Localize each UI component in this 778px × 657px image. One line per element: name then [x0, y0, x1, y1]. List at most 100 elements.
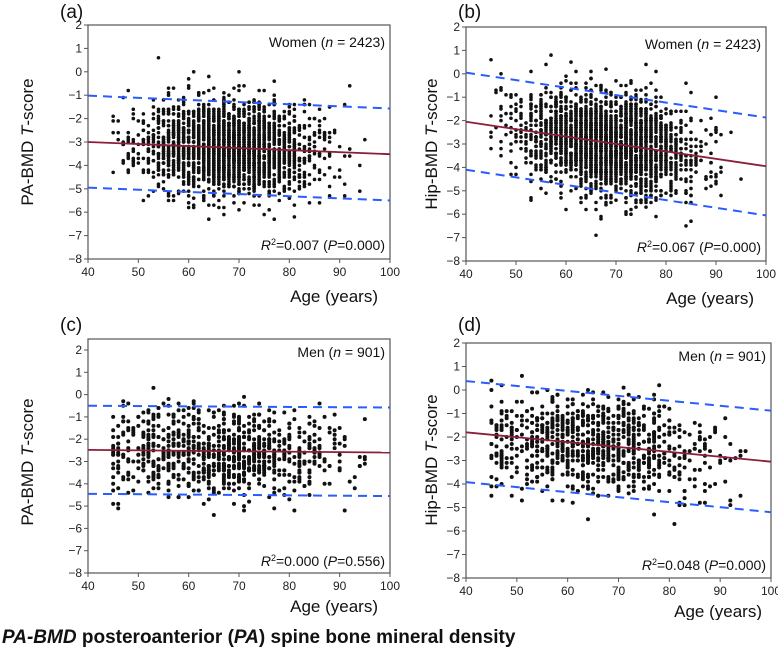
data-point — [609, 200, 613, 205]
data-point — [694, 137, 698, 142]
data-point — [191, 70, 196, 74]
data-point — [659, 151, 663, 156]
data-point — [539, 121, 543, 125]
data-point — [237, 175, 241, 179]
data-point — [277, 191, 282, 196]
data-point — [201, 91, 206, 95]
data-point — [559, 114, 563, 118]
data-point — [564, 95, 568, 99]
data-point — [599, 217, 603, 221]
data-point — [217, 107, 221, 112]
data-point — [624, 181, 628, 186]
data-point — [584, 130, 588, 135]
data-point — [654, 196, 658, 200]
data-point — [689, 149, 693, 153]
data-point — [207, 123, 211, 128]
data-point — [292, 189, 297, 193]
data-point — [509, 142, 513, 146]
data-point — [539, 142, 543, 146]
data-point — [337, 175, 342, 179]
data-point — [151, 133, 156, 137]
y-tick-label: 0 — [453, 67, 460, 81]
data-point — [136, 151, 141, 156]
data-point — [126, 170, 131, 175]
data-point — [614, 160, 618, 165]
data-point — [242, 156, 246, 161]
data-point — [639, 137, 643, 142]
data-point — [649, 114, 653, 118]
data-point — [272, 79, 277, 83]
data-point — [684, 142, 688, 146]
data-point — [292, 151, 297, 156]
data-point — [594, 163, 598, 167]
data-point — [156, 182, 161, 186]
data-point — [136, 133, 141, 137]
data-point — [277, 163, 282, 168]
data-point — [302, 126, 307, 130]
x-tick-label: 60 — [559, 267, 573, 281]
data-point — [166, 161, 171, 165]
data-point — [679, 177, 683, 181]
data-point — [569, 189, 573, 193]
data-point — [499, 88, 503, 92]
data-point — [514, 132, 518, 137]
paren-open: ( — [317, 34, 326, 50]
data-point — [709, 132, 713, 137]
data-point — [604, 67, 608, 71]
y-tick-label: −1 — [68, 88, 82, 102]
data-point — [559, 156, 563, 160]
data-point — [619, 177, 623, 181]
data-point — [207, 187, 211, 191]
data-point — [649, 121, 653, 125]
data-point — [217, 133, 221, 137]
data-point — [196, 184, 201, 189]
data-point — [644, 142, 648, 146]
data-point — [212, 163, 216, 168]
data-point — [564, 146, 568, 151]
data-point — [594, 97, 598, 102]
data-point — [589, 128, 593, 132]
data-point — [136, 156, 141, 161]
data-point — [574, 118, 578, 123]
data-point — [196, 151, 201, 156]
data-point — [639, 181, 643, 186]
data-point — [247, 119, 251, 123]
data-point — [222, 137, 226, 142]
data-point — [267, 142, 272, 147]
data-point — [196, 165, 201, 170]
data-point — [609, 132, 613, 137]
data-point — [599, 149, 603, 153]
data-point — [212, 123, 216, 128]
data-point — [217, 175, 221, 179]
data-point — [524, 121, 528, 125]
data-point — [317, 168, 322, 172]
data-point — [317, 107, 322, 112]
data-point — [257, 133, 261, 137]
data-point — [232, 102, 236, 107]
data-point — [589, 132, 593, 137]
data-point — [609, 128, 613, 132]
data-point — [201, 168, 206, 172]
data-point — [262, 105, 266, 109]
data-point — [156, 163, 161, 168]
data-point — [634, 132, 638, 137]
y-tick-label: −5 — [68, 182, 82, 196]
data-point — [659, 193, 663, 198]
data-point — [222, 156, 226, 161]
data-point — [599, 156, 603, 160]
data-point — [222, 128, 226, 133]
data-point — [664, 107, 668, 111]
data-point — [534, 144, 538, 149]
data-point — [307, 116, 312, 121]
data-point — [529, 116, 533, 121]
data-point — [272, 114, 277, 119]
data-point — [252, 109, 256, 114]
data-point — [262, 119, 266, 123]
data-point — [629, 135, 633, 139]
data-point — [639, 198, 643, 202]
data-point — [559, 196, 563, 200]
data-point — [201, 128, 206, 133]
data-point — [534, 153, 538, 158]
data-point — [629, 149, 633, 153]
data-point — [347, 84, 352, 88]
